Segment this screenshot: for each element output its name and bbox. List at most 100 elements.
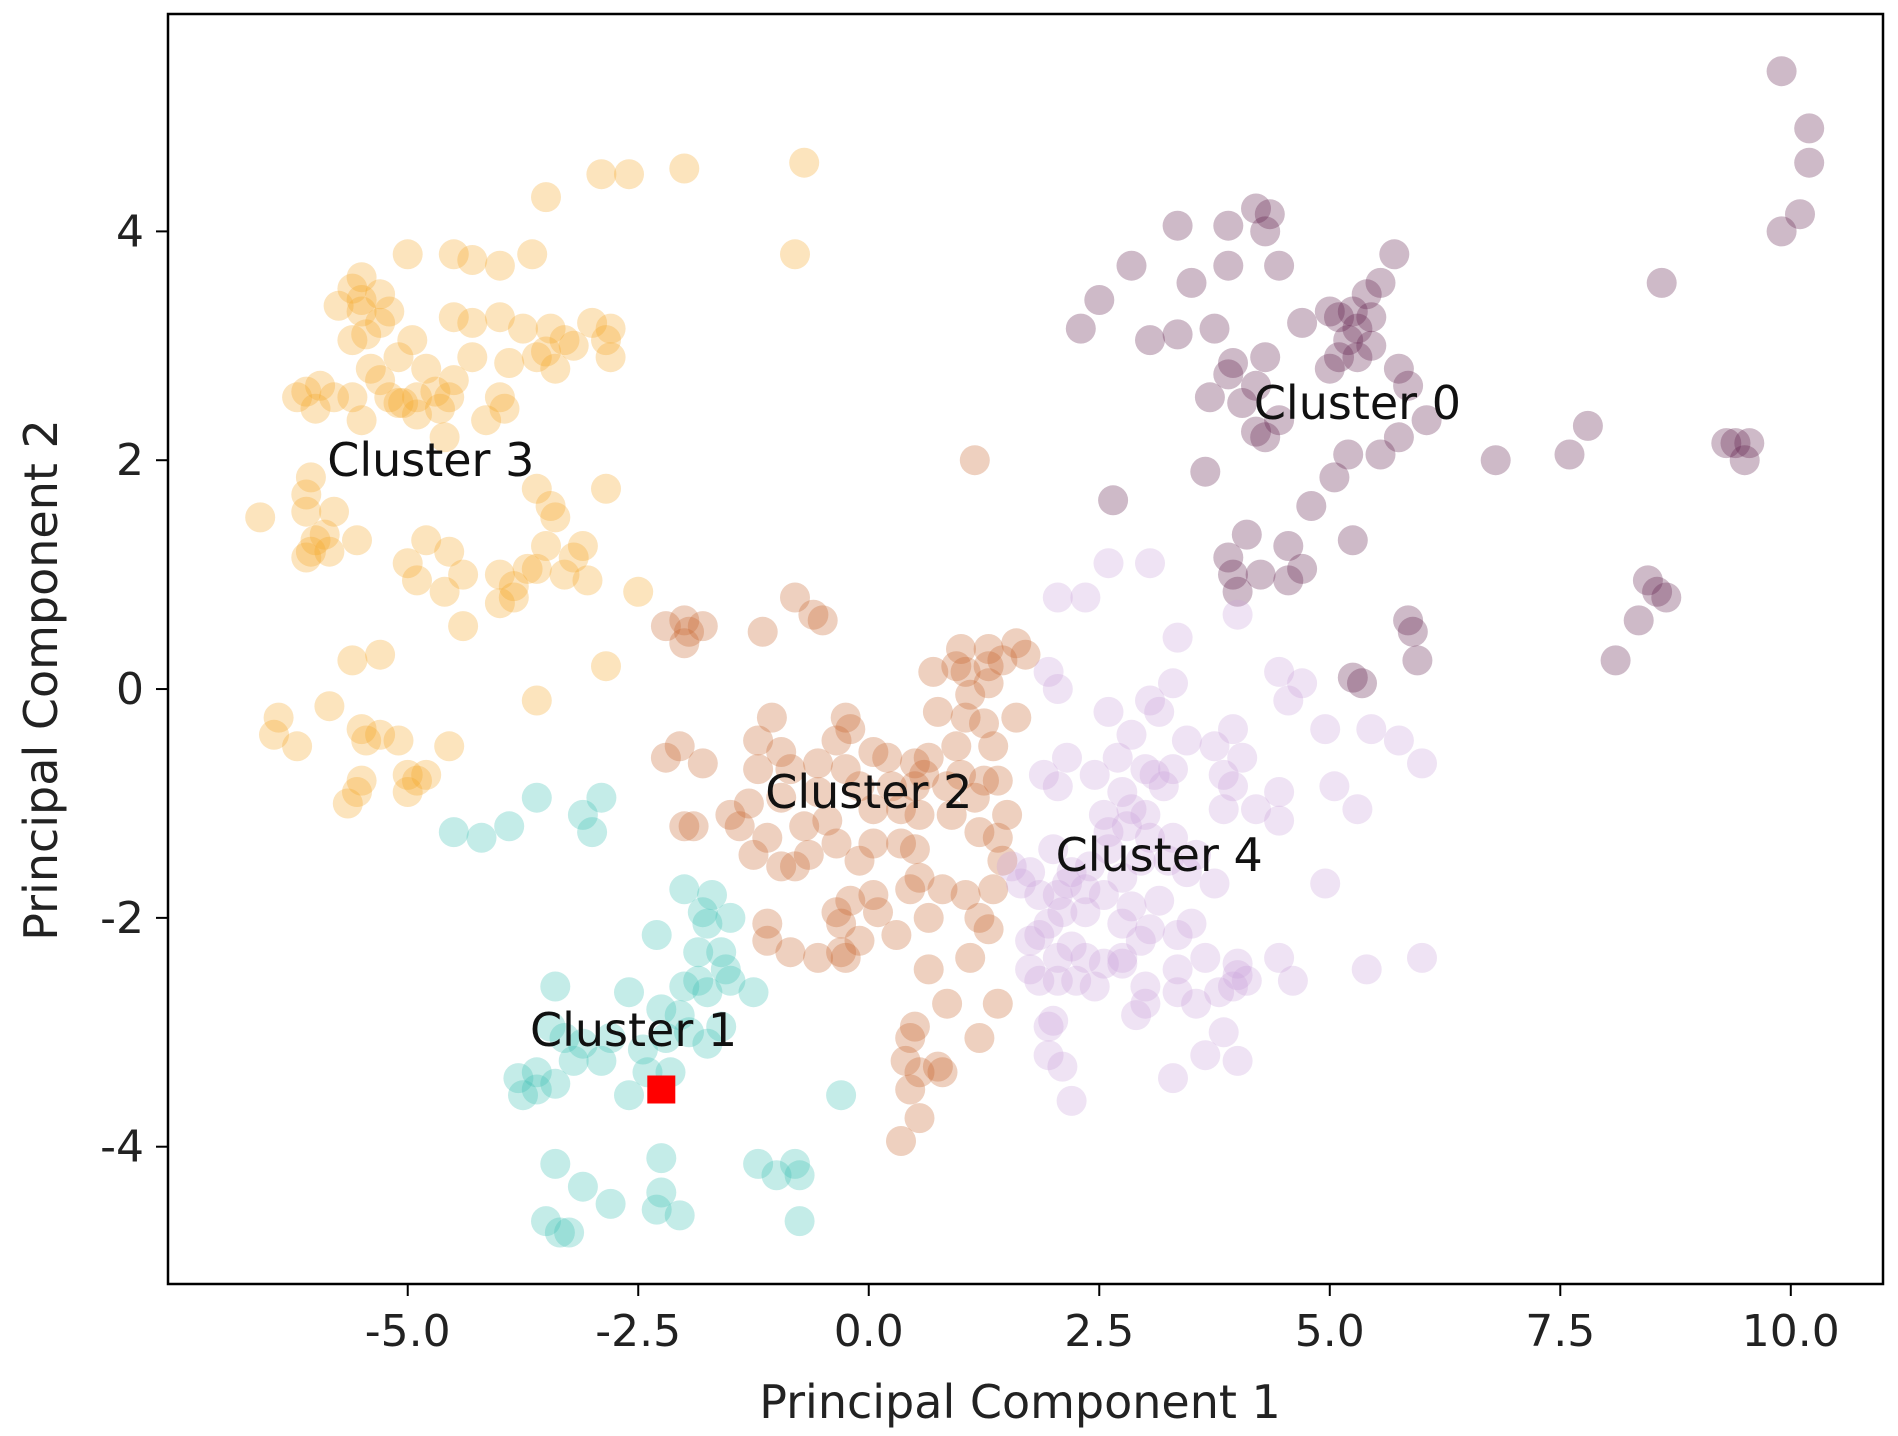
cluster-2-point — [664, 731, 695, 762]
cluster-3-point — [397, 325, 428, 356]
cluster-4-point — [1121, 1000, 1152, 1031]
cluster-1-point — [521, 1057, 552, 1088]
cluster-2-point — [747, 616, 778, 647]
cluster-2-point — [946, 759, 976, 790]
cluster-3-point — [291, 496, 322, 527]
cluster-3-point — [517, 239, 548, 270]
cluster-1-point — [521, 1074, 552, 1105]
cluster-2-point — [955, 679, 986, 710]
cluster-2-point — [1001, 702, 1032, 733]
cluster-4-point — [1070, 874, 1101, 905]
x-tick-label: -2.5 — [595, 1306, 681, 1357]
cluster-0-point — [1572, 410, 1603, 441]
cluster-0-point — [1342, 313, 1373, 344]
cluster-3-point — [291, 376, 322, 407]
cluster-4-point — [1310, 714, 1341, 745]
cluster-1-point — [692, 1028, 723, 1059]
cluster-4-point — [1171, 725, 1202, 756]
cluster-3-point — [323, 290, 354, 321]
cluster-4-point — [1093, 548, 1124, 579]
cluster-4-point — [1093, 817, 1124, 848]
cluster-3-point — [457, 307, 488, 338]
cluster-3-point — [521, 473, 552, 504]
cluster-2-point — [913, 902, 944, 933]
cluster-4-point — [1056, 857, 1087, 888]
cluster-4-point — [1042, 582, 1073, 613]
cluster-0-point — [1554, 439, 1585, 470]
cluster-3-point — [429, 422, 460, 453]
cluster-2-point — [844, 771, 875, 802]
x-axis-title: Principal Component 1 — [759, 1375, 1281, 1429]
cluster-3-point — [434, 731, 465, 762]
y-tick-label: -4 — [100, 1122, 144, 1173]
cluster-1-point — [508, 1080, 538, 1111]
cluster-3-point — [346, 262, 377, 293]
cluster-2-point — [946, 634, 976, 664]
cluster-4-point — [1024, 920, 1055, 950]
cluster-0-point — [1365, 439, 1396, 470]
cluster-0-point — [1254, 199, 1285, 230]
y-tick-label: -2 — [100, 893, 144, 944]
cluster-4-point — [1061, 965, 1092, 996]
cluster-3-point — [438, 302, 469, 333]
cluster-3-point — [309, 519, 340, 550]
cluster-2-point — [899, 834, 930, 865]
cluster-1-point — [586, 782, 617, 813]
cluster-0-point — [1397, 616, 1428, 647]
y-axis: 4 2 0 -2 -4 — [100, 206, 168, 1173]
cluster-3-point — [434, 382, 465, 413]
annotation-layer: Cluster 0 Cluster 1 Cluster 2 Cluster 3 Clus… — [327, 376, 1461, 1057]
cluster-3-point — [411, 353, 442, 384]
cluster-1-point — [692, 977, 723, 1008]
cluster-2-point — [821, 725, 852, 756]
cluster-3-point — [291, 479, 322, 510]
cluster-3-point — [498, 571, 529, 602]
cluster-label: Cluster 2 — [765, 765, 972, 819]
cluster-4-point — [1190, 1040, 1221, 1071]
cluster-4-point — [1218, 971, 1248, 1002]
cluster-0-point — [1213, 210, 1244, 241]
cluster-2-point — [909, 759, 940, 790]
cluster-3-point — [521, 685, 552, 716]
cluster-3-point — [457, 342, 488, 373]
x-tick-label: 10.0 — [1742, 1306, 1840, 1357]
cluster-2-point — [789, 811, 820, 842]
cluster-4-point — [1162, 954, 1193, 985]
cluster-2-point — [982, 765, 1013, 796]
cluster-1-series — [438, 782, 857, 1248]
cluster-2-point — [803, 942, 833, 973]
cluster-3-point — [346, 714, 377, 745]
cluster-4-point — [1079, 759, 1110, 790]
cluster-0-point — [1218, 559, 1248, 590]
cluster-3-point — [549, 325, 580, 356]
cluster-2-point — [752, 908, 783, 939]
cluster-1-point — [641, 1194, 672, 1225]
cluster-4-point — [1033, 908, 1064, 939]
cluster-4-point — [1231, 965, 1262, 996]
cluster-2-point — [798, 599, 829, 630]
x-tick-label: 0.0 — [834, 1306, 904, 1357]
cluster-4-point — [1052, 742, 1082, 773]
cluster-0-point — [1337, 525, 1368, 556]
cluster-0-point — [1250, 216, 1281, 247]
cluster-2-point — [895, 874, 926, 905]
cluster-1-point — [743, 1148, 774, 1179]
cluster-2-point — [913, 742, 944, 773]
cluster-1-point — [614, 1080, 644, 1111]
cluster-2-point — [863, 897, 893, 928]
x-tick-label: -5.0 — [365, 1306, 451, 1357]
cluster-4-point — [1319, 771, 1350, 802]
cluster-3-point — [351, 725, 382, 756]
cluster-3-point — [346, 765, 377, 796]
cluster-4-point — [1042, 965, 1073, 996]
cluster-4-point — [1070, 942, 1101, 973]
cluster-3-point — [484, 382, 515, 413]
cluster-1-point — [540, 1148, 571, 1179]
cluster-4-point — [1135, 548, 1165, 579]
cluster-0-point — [1116, 250, 1147, 281]
cluster-4-point — [1052, 868, 1082, 899]
cluster-3-point — [558, 542, 589, 573]
cluster-4-point — [1158, 822, 1188, 853]
cluster-4-point — [1218, 714, 1248, 745]
